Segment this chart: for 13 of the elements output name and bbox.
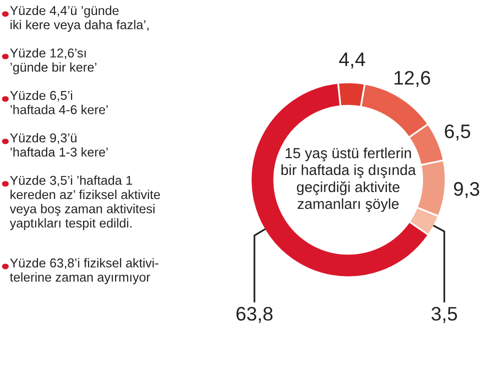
text: Yüzde 63,8’i fiziksel aktivi- telerine zaman ayırmıyor	[10, 258, 158, 284]
data-label: 12,6	[394, 70, 430, 88]
data-label: 6,5	[444, 124, 470, 141]
data-label: 9,3	[454, 182, 480, 198]
text: 15 yaş üstü fertlerin bir haftada iş dışında geçirdiği aktivite zamanları şöyle	[281, 148, 416, 212]
text: Yüzde 3,5’i ’haftada 1 kereden az’ fiziksel aktivite veya boş zaman aktivitesi yaptıkları tespit edildi.	[10, 175, 160, 230]
text: Yüzde 9,3’ü ’haftada 1-3 kere’	[10, 133, 108, 157]
data-label: 63,8	[236, 306, 273, 323]
text: Yüzde 4,4’ü ’günde iki kere veya daha fazla’,	[10, 6, 149, 32]
data-label: 3,5	[432, 306, 457, 323]
data-label: 4,4	[339, 52, 366, 69]
text: Yüzde 12,6’sı ’günde bir kere’	[10, 48, 96, 74]
text: Yüzde 6,5’i ’haftada 4-6 kere’	[10, 90, 108, 114]
